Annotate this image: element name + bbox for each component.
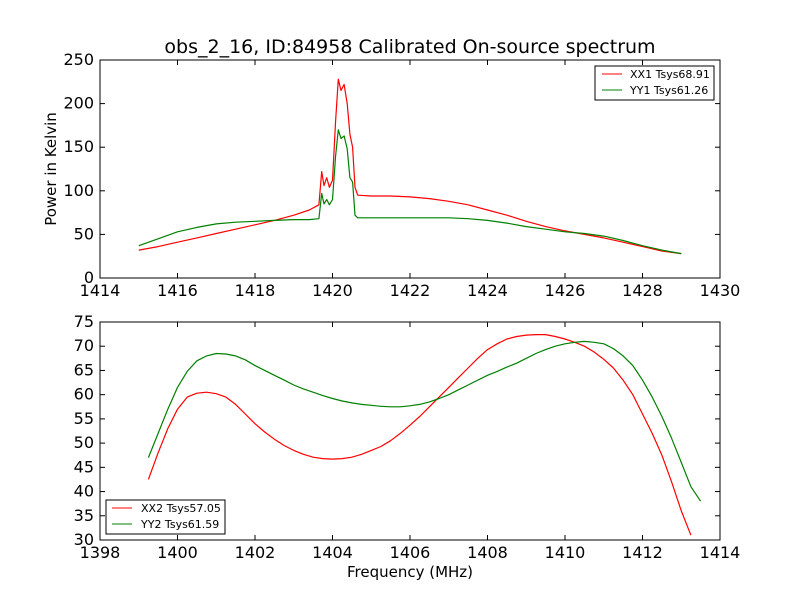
bottom-spectrum-chart: Frequency (MHz) 1398 1400 1402 1404 1406 1408… bbox=[74, 312, 741, 581]
x-tick-label: 1408 bbox=[467, 543, 508, 562]
bottom-legend-box bbox=[105, 499, 226, 535]
bottom-series-layer bbox=[147, 334, 702, 536]
x-tick-label: 1428 bbox=[622, 281, 663, 300]
top-legend-box bbox=[594, 65, 715, 101]
y-tick-label: 75 bbox=[74, 312, 94, 331]
legend-label-yy1: YY1 Tsys61.26 bbox=[629, 84, 708, 97]
y-tick-label: 30 bbox=[74, 530, 94, 549]
y-tick-label: 55 bbox=[74, 409, 94, 428]
series-line-yy2 bbox=[147, 340, 702, 502]
x-tick-label: 1412 bbox=[622, 543, 663, 562]
top-spectrum-chart: obs_2_16, ID:84958 Calibrated On-source … bbox=[42, 36, 740, 300]
y-tick-label: 200 bbox=[63, 94, 94, 113]
y-tick-label: 0 bbox=[84, 268, 94, 287]
x-tick-label: 1416 bbox=[157, 281, 198, 300]
y-tick-label: 70 bbox=[74, 336, 94, 355]
x-tick-label: 1402 bbox=[235, 543, 276, 562]
x-tick-label: 1430 bbox=[700, 281, 741, 300]
y-tick-label: 60 bbox=[74, 385, 94, 404]
x-axis-label: Frequency (MHz) bbox=[347, 563, 473, 581]
y-tick-label: 50 bbox=[74, 224, 94, 243]
x-tick-label: 1410 bbox=[545, 543, 586, 562]
x-tick-label: 1404 bbox=[312, 543, 353, 562]
y-tick-label: 35 bbox=[74, 506, 94, 525]
chart-title: obs_2_16, ID:84958 Calibrated On-source … bbox=[164, 36, 655, 58]
y-axis-label: Power in Kelvin bbox=[42, 112, 60, 226]
legend-label-xx1: XX1 Tsys68.91 bbox=[630, 68, 710, 81]
x-tick-label: 1406 bbox=[390, 543, 431, 562]
y-tick-label: 100 bbox=[63, 181, 94, 200]
x-tick-label: 1426 bbox=[545, 281, 586, 300]
x-tick-label: 1422 bbox=[390, 281, 431, 300]
y-tick-label: 250 bbox=[63, 50, 94, 69]
x-tick-label: 1424 bbox=[467, 281, 508, 300]
x-tick-label: 1420 bbox=[312, 281, 353, 300]
y-tick-label: 40 bbox=[74, 482, 94, 501]
top-ticks-layer: 1414 1416 1418 1420 1422 1424 1426 1428 1430 0 50 1… bbox=[63, 50, 740, 300]
top-legend: XX1 Tsys68.91 YY1 Tsys61.26 bbox=[594, 65, 715, 101]
series-line-xx2 bbox=[147, 334, 692, 536]
y-tick-label: 150 bbox=[63, 137, 94, 156]
legend-label-yy2: YY2 Tsys61.59 bbox=[140, 518, 219, 531]
series-line-yy1 bbox=[138, 129, 682, 255]
x-tick-label: 1414 bbox=[700, 543, 741, 562]
y-tick-label: 65 bbox=[74, 360, 94, 379]
bottom-ticks-layer: 1398 1400 1402 1404 1406 1408 1410 1412 1414 30 35… bbox=[74, 312, 741, 562]
y-tick-label: 50 bbox=[74, 433, 94, 452]
x-tick-label: 1400 bbox=[157, 543, 198, 562]
x-tick-label: 1398 bbox=[80, 543, 121, 562]
x-tick-label: 1418 bbox=[235, 281, 276, 300]
top-series-layer bbox=[138, 78, 682, 255]
x-tick-label: 1414 bbox=[80, 281, 121, 300]
legend-label-xx2: XX2 Tsys57.05 bbox=[141, 502, 221, 515]
y-tick-label: 45 bbox=[74, 457, 94, 476]
bottom-legend: XX2 Tsys57.05 YY2 Tsys61.59 bbox=[105, 499, 226, 535]
